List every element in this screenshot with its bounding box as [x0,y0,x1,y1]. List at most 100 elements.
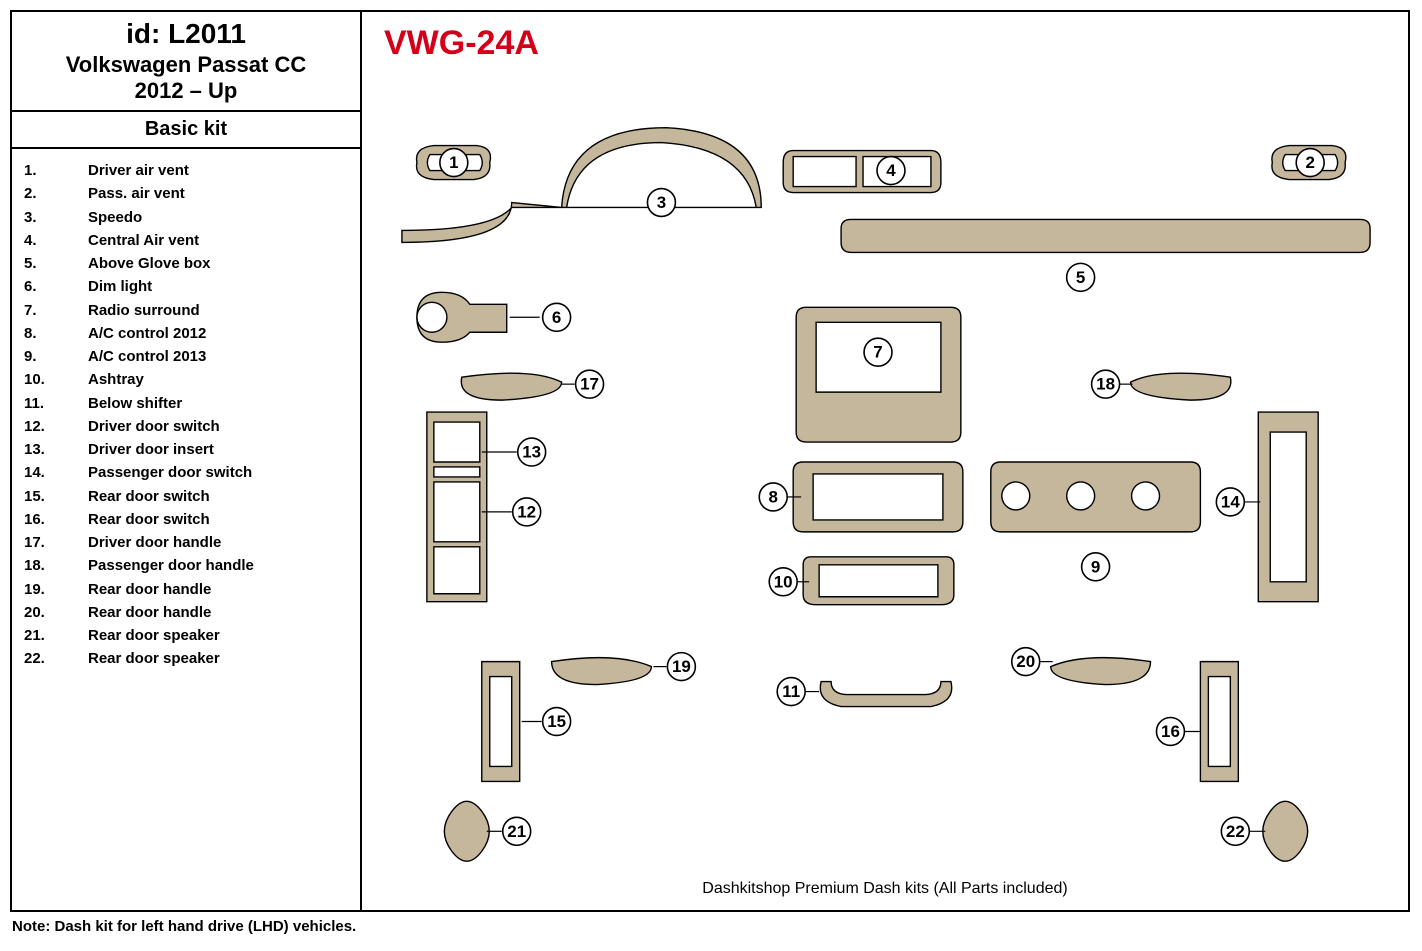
parts-list-row: 9.A/C control 2013 [24,345,348,368]
inset [1067,482,1095,510]
part-number: 19. [24,578,58,601]
callout-num-7: 7 [873,343,882,362]
callout-num-6: 6 [552,308,561,327]
inset [1208,677,1230,767]
part-number: 8. [24,322,58,345]
part-label: Rear door speaker [58,624,348,647]
part-number: 15. [24,485,58,508]
shape-p21 [444,801,489,861]
callout-num-21: 21 [507,822,526,841]
part-number: 20. [24,601,58,624]
header-box: id: L2011 Volkswagen Passat CC 2012 – Up [12,12,360,112]
part-number: 5. [24,252,58,275]
kit-id: id: L2011 [16,18,356,50]
part-number: 22. [24,647,58,670]
inset [434,482,480,542]
parts-list-row: 18.Passenger door handle [24,554,348,577]
diagram-panel: VWG-24A 12345678910111213141516171819202… [362,12,1408,910]
parts-list: 1.Driver air vent2.Pass. air vent3.Speed… [12,149,360,910]
inset [434,547,480,594]
callout-num-18: 18 [1096,375,1115,394]
callout-num-2: 2 [1305,153,1314,172]
parts-list-row: 4.Central Air vent [24,229,348,252]
parts-list-row: 8.A/C control 2012 [24,322,348,345]
parts-list-row: 15.Rear door switch [24,485,348,508]
part-number: 6. [24,275,58,298]
callout-num-19: 19 [672,657,691,676]
part-number: 16. [24,508,58,531]
callout-num-16: 16 [1161,722,1180,741]
callout-num-8: 8 [768,487,777,506]
shape-p20 [1051,658,1151,685]
left-panel: id: L2011 Volkswagen Passat CC 2012 – Up… [12,12,362,910]
shape-p3 [402,128,761,243]
parts-list-row: 13.Driver door insert [24,438,348,461]
callout-num-15: 15 [547,712,566,731]
callout-num-3: 3 [657,193,666,212]
parts-list-row: 10.Ashtray [24,368,348,391]
callout-num-13: 13 [522,443,541,462]
callout-num-4: 4 [886,161,896,180]
part-label: Below shifter [58,392,348,415]
bottom-caption: Dashkitshop Premium Dash kits (All Parts… [362,880,1408,898]
part-number: 18. [24,554,58,577]
inset [813,474,943,520]
part-number: 12. [24,415,58,438]
part-label: A/C control 2013 [58,345,348,368]
shape-p18 [1131,373,1231,400]
part-number: 14. [24,461,58,484]
dash-diagram: 12345678910111213141516171819202122 [362,12,1408,910]
parts-list-row: 19.Rear door handle [24,578,348,601]
shape-p5 [841,219,1370,252]
part-number: 2. [24,182,58,205]
callout-num-9: 9 [1091,557,1100,576]
part-label: Rear door switch [58,508,348,531]
shape-p19 [552,658,652,685]
callout-num-11: 11 [782,682,800,701]
parts-list-row: 2.Pass. air vent [24,182,348,205]
parts-list-row: 11.Below shifter [24,392,348,415]
part-number: 3. [24,206,58,229]
part-label: Driver door switch [58,415,348,438]
vehicle-years: 2012 – Up [16,78,356,104]
part-number: 17. [24,531,58,554]
part-label: Ashtray [58,368,348,391]
part-label: Driver door insert [58,438,348,461]
parts-list-row: 21.Rear door speaker [24,624,348,647]
parts-list-row: 20.Rear door handle [24,601,348,624]
shape-p11 [820,682,951,707]
part-label: Passenger door handle [58,554,348,577]
callout-num-5: 5 [1076,268,1085,287]
shape-p17 [461,373,561,400]
part-label: Driver door handle [58,531,348,554]
part-number: 4. [24,229,58,252]
part-number: 9. [24,345,58,368]
callout-num-20: 20 [1016,652,1035,671]
part-label: Central Air vent [58,229,348,252]
part-number: 1. [24,159,58,182]
parts-list-row: 3.Speedo [24,206,348,229]
parts-list-row: 14.Passenger door switch [24,461,348,484]
part-label: Rear door handle [58,601,348,624]
parts-list-row: 22.Rear door speaker [24,647,348,670]
callout-num-10: 10 [774,572,793,591]
part-number: 21. [24,624,58,647]
parts-list-row: 16.Rear door switch [24,508,348,531]
callout-num-1: 1 [449,153,458,172]
parts-list-row: 6.Dim light [24,275,348,298]
part-label: Rear door handle [58,578,348,601]
callout-num-22: 22 [1226,822,1245,841]
inset [793,157,856,187]
footnote: Note: Dash kit for left hand drive (LHD)… [12,918,356,935]
shape-p22 [1263,801,1308,861]
part-label: Above Glove box [58,252,348,275]
part-label: Rear door speaker [58,647,348,670]
inset [1002,482,1030,510]
inset [819,565,938,597]
callout-num-14: 14 [1221,492,1240,511]
inset [1270,432,1306,582]
part-label: Passenger door switch [58,461,348,484]
parts-list-row: 5.Above Glove box [24,252,348,275]
part-number: 10. [24,368,58,391]
part-label: Driver air vent [58,159,348,182]
